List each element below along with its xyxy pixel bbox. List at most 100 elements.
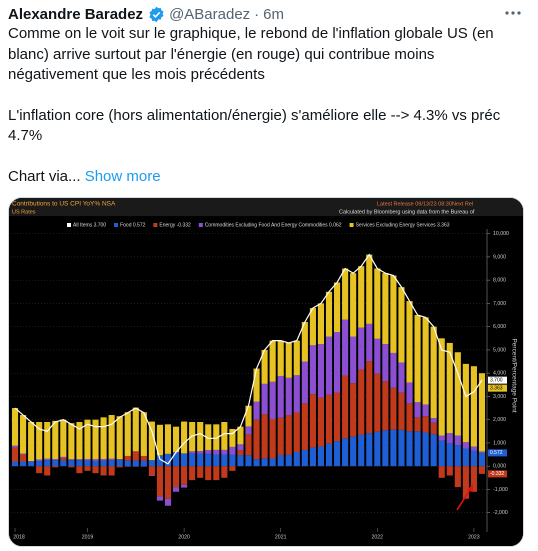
bar-segment <box>229 454 236 467</box>
show-more[interactable]: Show more <box>84 167 161 185</box>
bar-segment <box>398 287 405 363</box>
bar-segment <box>140 455 147 461</box>
bar-segment <box>52 420 59 459</box>
x-tick-label: 2019 <box>82 534 94 540</box>
y-tick-label: 10,000 <box>493 231 509 237</box>
bar-segment <box>285 454 292 467</box>
bar-segment <box>84 458 91 461</box>
more-menu[interactable] <box>504 4 522 22</box>
y-tick-label: 5,000 <box>493 347 506 353</box>
bar-segment <box>92 466 99 474</box>
legend-name: Commodities Excluding Food And Energy Co… <box>205 223 328 229</box>
bar-segment <box>11 408 19 446</box>
bar-segment <box>325 291 333 337</box>
bar-segment <box>269 418 276 459</box>
bar-segment <box>430 326 437 419</box>
bar-segment <box>358 434 365 467</box>
bar-segment <box>478 373 486 452</box>
bar-segment <box>172 466 180 488</box>
bar-segment <box>52 458 59 461</box>
bar-segment <box>261 414 268 459</box>
time[interactable]: 6m <box>263 5 285 23</box>
bar-segment <box>317 303 325 345</box>
bar-segment <box>430 418 437 423</box>
bar-segment <box>301 322 308 362</box>
bar-segment <box>293 452 300 467</box>
y-tick-label: 9,000 <box>493 254 506 260</box>
bar-segment <box>334 441 341 467</box>
bar-segment <box>366 254 373 324</box>
y-tick-label: 1,000 <box>493 440 506 446</box>
bar-segment <box>478 466 486 474</box>
bar-segment <box>197 422 204 452</box>
bar-segment <box>430 422 437 435</box>
legend-value: -0.332 <box>177 223 191 229</box>
bar-segment <box>325 394 333 444</box>
bar-segment <box>44 458 51 461</box>
bar-segment <box>245 455 252 467</box>
bar-segment <box>76 466 83 474</box>
text-line: 4.7% <box>8 127 43 144</box>
bar-segment <box>414 402 421 418</box>
author-name[interactable]: Alexandre Baradez <box>8 5 144 23</box>
bar-segment <box>108 460 115 467</box>
x-tick-label: 2021 <box>275 534 287 540</box>
legend-value: 3.700 <box>94 223 107 229</box>
bar-segment <box>68 460 75 467</box>
bar-segment <box>221 466 228 478</box>
bar-segment <box>84 419 91 459</box>
bar-segment <box>374 268 381 339</box>
bar-segment <box>108 466 115 476</box>
bar-segment <box>422 432 429 467</box>
bar-segment <box>84 460 91 467</box>
bar-segment <box>124 460 131 467</box>
bar-segment <box>438 338 445 436</box>
bar-segment <box>454 466 461 488</box>
bar-segment <box>406 301 413 383</box>
legend-entry: Food 0.572 <box>120 223 146 229</box>
source-note: Calculated by Bloomberg using data from … <box>339 209 475 215</box>
bar-segment <box>229 446 236 455</box>
verified-badge <box>149 6 164 22</box>
bar-segment <box>454 352 461 436</box>
text-line: Comme on le voit sur le graphique, le re… <box>8 25 494 42</box>
bar-segment <box>156 496 163 501</box>
y-tick-label: -2,000 <box>493 510 508 516</box>
bar-segment <box>422 317 429 405</box>
bar-segment <box>342 319 349 376</box>
bar-segment <box>366 361 373 434</box>
y-tick-label: 4,000 <box>493 371 506 377</box>
bar-segment <box>108 415 115 459</box>
bar-segment <box>446 466 453 476</box>
bar-segment <box>390 352 397 388</box>
bar-segment <box>470 446 477 451</box>
chart-image[interactable]: Contributions to US CPI YoY% NSA US Rate… <box>8 197 524 547</box>
legend-name: Services Excluding Energy Services <box>356 223 437 229</box>
bar-segment <box>277 417 284 456</box>
bar-segment <box>132 407 139 452</box>
handle[interactable]: @ABaradez <box>169 5 251 23</box>
bar-segment <box>398 392 405 430</box>
bar-segment <box>446 442 453 467</box>
last-value-tag <box>488 376 507 384</box>
bar-segment <box>36 422 43 460</box>
bar-segment <box>116 459 123 467</box>
bar-segment <box>124 455 131 461</box>
bar-segment <box>181 466 188 485</box>
bar-segment <box>478 452 486 467</box>
bar-segment <box>414 315 421 403</box>
y-tick-label: 3,000 <box>493 394 506 400</box>
paragraph: L'inflation core (hors alimentation/éner… <box>8 106 533 147</box>
bar-segment <box>334 392 341 442</box>
bar-segment <box>390 275 397 353</box>
legend-swatch <box>198 223 203 227</box>
bar-segment <box>253 368 260 402</box>
bar-segment <box>156 455 163 467</box>
bar-segment <box>422 416 429 433</box>
bar-segment <box>205 450 212 454</box>
bar-segment <box>269 340 276 382</box>
bar-segment <box>293 412 300 453</box>
bar-segment <box>317 446 325 467</box>
bar-segment <box>470 466 477 492</box>
bar-segment <box>317 344 325 398</box>
